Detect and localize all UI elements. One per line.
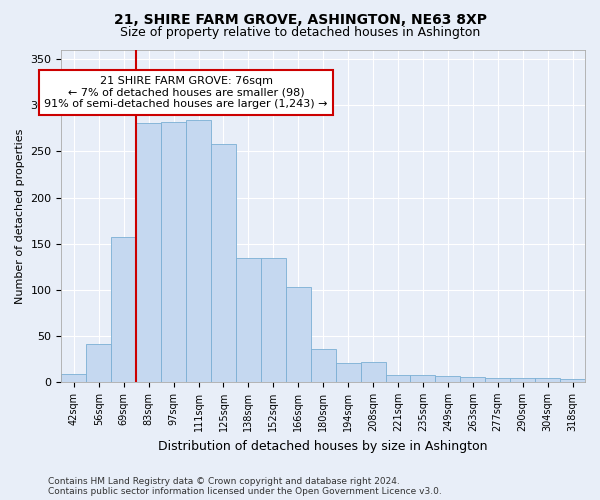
Bar: [186, 120, 211, 382]
Y-axis label: Number of detached properties: Number of detached properties: [15, 128, 25, 304]
Bar: [410, 376, 436, 382]
X-axis label: Distribution of detached houses by size in Ashington: Distribution of detached houses by size …: [158, 440, 488, 452]
Bar: [236, 258, 261, 382]
Bar: [61, 374, 86, 382]
Bar: [535, 378, 560, 382]
Text: Contains HM Land Registry data © Crown copyright and database right 2024.
Contai: Contains HM Land Registry data © Crown c…: [48, 476, 442, 496]
Bar: [86, 344, 111, 382]
Bar: [386, 374, 410, 382]
Bar: [311, 349, 335, 382]
Bar: [161, 122, 186, 382]
Bar: [111, 237, 136, 382]
Bar: [136, 123, 161, 382]
Bar: [485, 378, 510, 382]
Text: Size of property relative to detached houses in Ashington: Size of property relative to detached ho…: [120, 26, 480, 39]
Bar: [510, 378, 535, 382]
Text: 21 SHIRE FARM GROVE: 76sqm
← 7% of detached houses are smaller (98)
91% of semi-: 21 SHIRE FARM GROVE: 76sqm ← 7% of detac…: [44, 76, 328, 109]
Bar: [436, 376, 460, 382]
Bar: [261, 258, 286, 382]
Bar: [211, 144, 236, 382]
Bar: [286, 287, 311, 382]
Bar: [560, 379, 585, 382]
Bar: [361, 362, 386, 382]
Bar: [335, 362, 361, 382]
Bar: [460, 378, 485, 382]
Text: 21, SHIRE FARM GROVE, ASHINGTON, NE63 8XP: 21, SHIRE FARM GROVE, ASHINGTON, NE63 8X…: [113, 12, 487, 26]
